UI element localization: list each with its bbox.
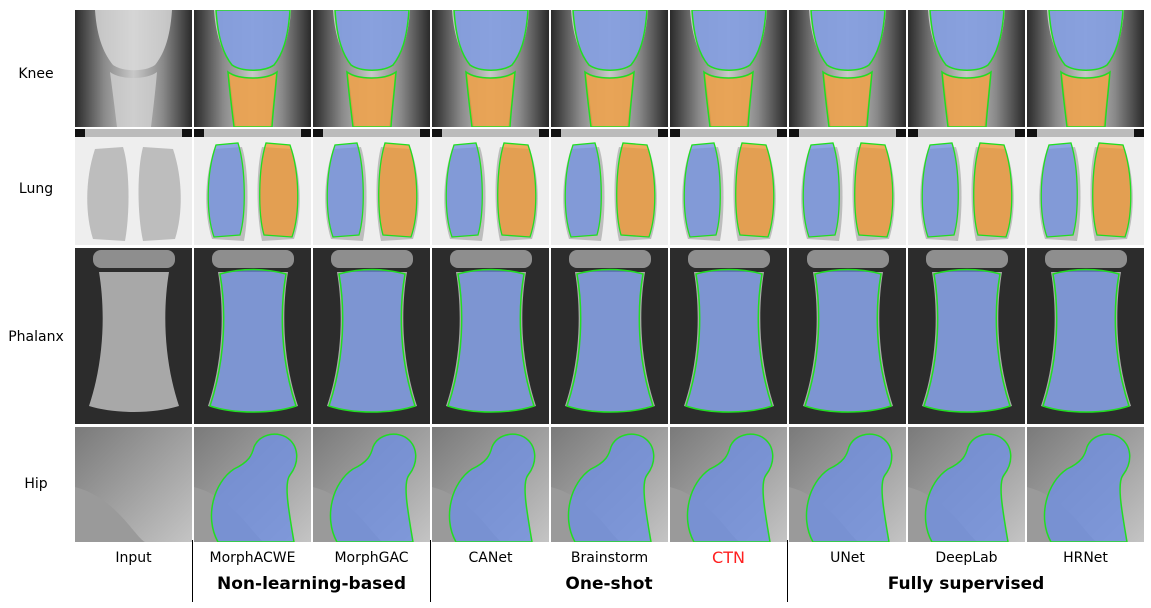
tile-phalanx-deeplab <box>908 248 1025 424</box>
row-label-knee: Knee <box>18 66 54 82</box>
col-label-morphacwe: MorphACWE <box>209 550 296 566</box>
group-label-non-learning: Non-learning-based <box>217 574 406 594</box>
tile-lung-canet <box>432 129 549 245</box>
tile-lung-unet <box>789 129 906 245</box>
tile-hip-canet <box>432 427 549 542</box>
group-separator <box>430 540 431 602</box>
tile-phalanx-ctn <box>670 248 787 424</box>
row-label-phalanx: Phalanx <box>8 329 64 345</box>
tile-knee-ctn <box>670 10 787 127</box>
group-separator <box>787 540 788 602</box>
col-label-brainstorm: Brainstorm <box>570 550 649 566</box>
tile-phalanx-morphgac <box>313 248 430 424</box>
group-label-fully-supervised: Fully supervised <box>887 574 1045 594</box>
tile-knee-input <box>75 10 192 127</box>
group-label-one-shot: One-shot <box>565 574 653 594</box>
tile-phalanx-morphacwe <box>194 248 311 424</box>
group-separator <box>192 540 193 602</box>
col-label-input: Input <box>115 550 152 566</box>
tile-knee-morphgac <box>313 10 430 127</box>
tile-hip-deeplab <box>908 427 1025 542</box>
tile-knee-deeplab <box>908 10 1025 127</box>
tile-knee-hrnet <box>1027 10 1144 127</box>
col-label-canet: CANet <box>468 550 513 566</box>
col-label-unet: UNet <box>830 550 865 566</box>
tile-phalanx-input <box>75 248 192 424</box>
tile-lung-hrnet <box>1027 129 1144 245</box>
tile-knee-canet <box>432 10 549 127</box>
tile-lung-morphacwe <box>194 129 311 245</box>
tile-lung-brainstorm <box>551 129 668 245</box>
tile-hip-unet <box>789 427 906 542</box>
tile-lung-ctn <box>670 129 787 245</box>
tile-hip-morphgac <box>313 427 430 542</box>
row-label-lung: Lung <box>18 181 54 197</box>
col-label-ctn: CTN <box>712 548 745 567</box>
col-label-morphgac: MorphGAC <box>334 550 409 566</box>
tile-phalanx-unet <box>789 248 906 424</box>
tile-phalanx-hrnet <box>1027 248 1144 424</box>
row-label-hip: Hip <box>24 476 48 492</box>
tile-phalanx-brainstorm <box>551 248 668 424</box>
tile-lung-deeplab <box>908 129 1025 245</box>
tile-hip-hrnet <box>1027 427 1144 542</box>
tile-lung-input <box>75 129 192 245</box>
tile-hip-ctn <box>670 427 787 542</box>
col-label-deeplab: DeepLab <box>935 550 998 566</box>
tile-knee-morphacwe <box>194 10 311 127</box>
tile-knee-unet <box>789 10 906 127</box>
tile-hip-input <box>75 427 192 542</box>
tile-knee-brainstorm <box>551 10 668 127</box>
tile-lung-morphgac <box>313 129 430 245</box>
tile-phalanx-canet <box>432 248 549 424</box>
tile-hip-brainstorm <box>551 427 668 542</box>
col-label-hrnet: HRNet <box>1063 550 1108 566</box>
tile-hip-morphacwe <box>194 427 311 542</box>
